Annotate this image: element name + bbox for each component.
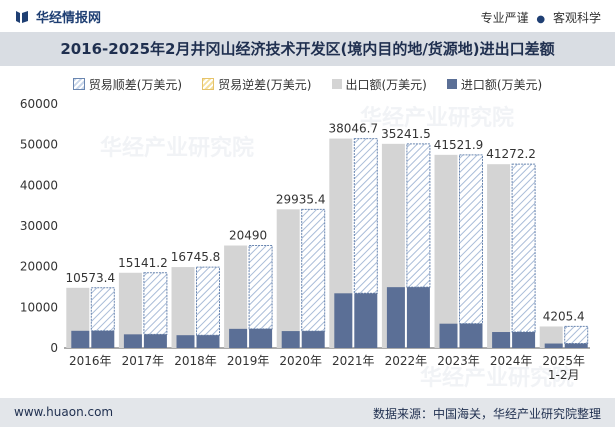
y-tick-label-5: 50000 xyxy=(20,138,58,152)
export-bar-1 xyxy=(118,272,142,348)
import-base-bar-1 xyxy=(143,334,167,348)
x-tick-label-5: 2021年 xyxy=(332,354,375,368)
import-bar-2 xyxy=(176,335,195,348)
legend-swatch-surplus xyxy=(72,78,85,90)
legend-swatch-deficit xyxy=(202,78,215,90)
import-bar-0 xyxy=(71,330,90,348)
data-label-2: 16745.8 xyxy=(171,250,221,264)
import-base-bar-8 xyxy=(512,332,536,348)
legend-label-deficit: 贸易逆差(万美元) xyxy=(218,77,312,92)
x-tick-label-7: 2023年 xyxy=(437,354,480,368)
x-tick-label-3: 2019年 xyxy=(227,354,270,368)
import-bar-8 xyxy=(492,332,511,348)
brand-name: 华经情报网 xyxy=(36,11,102,26)
surplus-bar-8 xyxy=(511,163,536,333)
surplus-bar-1 xyxy=(143,272,168,335)
import-bar-5 xyxy=(334,293,353,348)
data-label-7: 41521.9 xyxy=(434,138,484,152)
legend-swatch-export xyxy=(331,79,342,89)
y-tick-label-3: 30000 xyxy=(20,219,58,233)
x-tick-label-0: 2016年 xyxy=(69,354,112,368)
x-tick-label-4: 2020年 xyxy=(279,354,322,368)
y-tick-label-0: 0 xyxy=(50,341,58,355)
footer: www.huaon.com 数据来源：中国海关，华经产业研究院整理 xyxy=(0,398,615,427)
data-label-9: 4205.4 xyxy=(543,309,585,323)
import-base-bar-3 xyxy=(249,328,273,348)
import-bar-3 xyxy=(229,328,248,348)
x-tick-label-6: 2022年 xyxy=(385,354,428,368)
y-tick-label-2: 20000 xyxy=(20,260,58,274)
data-label-1: 15141.2 xyxy=(118,256,168,270)
brand-logo-icon xyxy=(16,10,28,23)
x-tick-label-1: 2017年 xyxy=(122,354,165,368)
import-bar-6 xyxy=(386,287,405,348)
surplus-bar-0 xyxy=(90,287,115,332)
export-bar-2 xyxy=(171,267,195,348)
tagline: 专业严谨 ● 客观科学 xyxy=(481,9,601,26)
tagline-right: 客观科学 xyxy=(552,11,601,25)
export-bar-4 xyxy=(276,209,300,348)
export-bar-7 xyxy=(434,154,458,348)
title-bar: 2016-2025年2月井冈山经济技术开发区(境内目的地/货源地)进出口差额 xyxy=(0,32,615,66)
export-bar-8 xyxy=(487,164,511,348)
data-label-5: 38046.7 xyxy=(328,122,378,136)
data-label-8: 41272.2 xyxy=(486,147,536,161)
surplus-bar-4 xyxy=(301,208,326,332)
bar-chart: 0 10000 20000 30000 40000 50000 60000 10573.4 2… xyxy=(20,97,590,382)
legend-item-export: 出口额(万美元) xyxy=(331,74,427,94)
import-bar-7 xyxy=(439,323,458,348)
import-base-bar-5 xyxy=(354,293,378,348)
import-bar-4 xyxy=(281,331,300,348)
data-label-0: 10573.4 xyxy=(65,271,115,285)
import-base-bar-9 xyxy=(564,343,588,348)
legend-label-export: 出口额(万美元) xyxy=(345,77,427,92)
surplus-bar-5 xyxy=(353,138,378,294)
data-label-4: 29935.4 xyxy=(276,192,326,206)
surplus-bar-6 xyxy=(406,143,431,288)
y-tick-label-6: 60000 xyxy=(20,97,58,111)
y-tick-label-1: 10000 xyxy=(20,300,58,314)
import-bar-1 xyxy=(123,334,142,348)
x-tick-label-8: 2024年 xyxy=(490,354,533,368)
legend-label-surplus: 贸易顺差(万美元) xyxy=(88,77,183,92)
import-base-bar-7 xyxy=(459,323,483,348)
legend-swatch-import xyxy=(446,79,457,89)
export-bar-3 xyxy=(224,245,248,348)
x-tick-label-2: 2018年 xyxy=(174,354,217,368)
legend-label-import: 进口额(万美元) xyxy=(460,77,543,92)
data-label-3: 20490 xyxy=(229,229,267,243)
import-base-bar-0 xyxy=(91,330,115,348)
import-base-bar-6 xyxy=(406,287,430,348)
legend-item-import: 进口额(万美元) xyxy=(446,74,543,94)
legend-item-surplus: 贸易顺差(万美元) xyxy=(72,74,183,94)
top-bar: 华经情报网 专业严谨 ● 客观科学 xyxy=(0,0,615,32)
brand: 华经情报网 xyxy=(14,7,101,26)
footer-url: www.huaon.com xyxy=(14,405,114,419)
y-tick-label-4: 40000 xyxy=(20,178,58,192)
legend-item-deficit: 贸易逆差(万美元) xyxy=(202,74,312,94)
data-label-6: 35241.5 xyxy=(381,127,431,141)
import-base-bar-2 xyxy=(196,335,220,348)
surplus-bar-2 xyxy=(196,266,220,336)
surplus-bar-7 xyxy=(459,154,483,325)
export-bar-9 xyxy=(539,326,563,348)
tagline-left: 专业严谨 xyxy=(480,11,529,25)
import-bar-9 xyxy=(544,343,563,348)
chart-title: 2016-2025年2月井冈山经济技术开发区(境内目的地/货源地)进出口差额 xyxy=(60,40,555,58)
x-tick-label-9: 2025年 xyxy=(542,354,585,368)
dot-separator-icon: ● xyxy=(536,14,546,25)
surplus-bar-9 xyxy=(564,325,589,345)
surplus-bar-3 xyxy=(248,245,273,330)
chart-legend: 贸易顺差(万美元) 贸易逆差(万美元) 出口额(万美元) 进口额(万美元) xyxy=(0,74,615,94)
data-source: 数据来源：中国海关，华经产业研究院整理 xyxy=(372,407,601,421)
import-base-bar-4 xyxy=(301,331,325,348)
x-tick-label-9-line2: 1-2月 xyxy=(548,368,580,382)
